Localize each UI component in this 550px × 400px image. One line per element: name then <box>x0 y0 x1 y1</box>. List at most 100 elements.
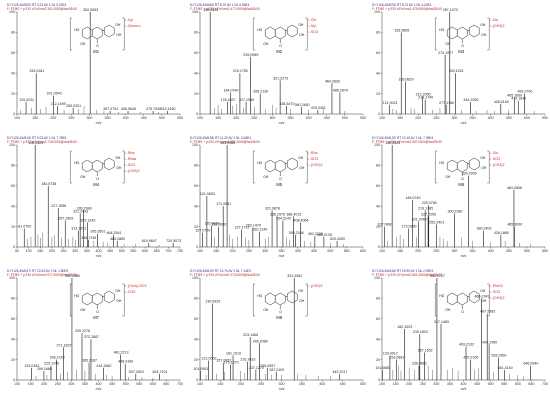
scan-header-filter: F: FTMS + p ESI d Full ms2 715.0000@hcd3… <box>7 140 77 144</box>
peak-label: 156.0690 <box>211 223 226 227</box>
x-tick-label: 100 <box>14 116 20 120</box>
ring-c <box>456 292 468 306</box>
ring-b <box>468 157 480 171</box>
peak-label: 498.3160 <box>118 360 133 364</box>
x-tick-label: 100 <box>197 249 203 253</box>
peak-label: 153.0181 <box>24 364 39 368</box>
x-tick-label: 500 <box>524 249 530 253</box>
structure-bracket-left <box>252 17 256 51</box>
structure-atom: O <box>279 310 282 314</box>
x-tick-label: 400 <box>488 116 494 120</box>
peak-label: 528.2960 <box>491 354 506 358</box>
peak-label: 386.4015 <box>286 212 301 216</box>
structure-atom: HO <box>439 28 444 32</box>
y-tick-label: 100 <box>374 10 380 14</box>
peak-label: 81.0700 <box>18 225 31 229</box>
peak-label: 418.1560 <box>96 364 111 368</box>
ring-bond <box>285 29 288 32</box>
ring-bond <box>467 162 470 165</box>
y-tick-label: 40 <box>194 337 198 341</box>
peak-label: 227.1596 <box>51 204 66 208</box>
peak-label: 223.1468 <box>243 333 258 337</box>
structure-atom: O <box>96 177 99 181</box>
structure-atom: HO <box>74 294 79 298</box>
substituent-label: -(CH3)2 <box>127 169 140 173</box>
spectrum-panel: D:\Y126-4\M046\ RT 8.70 AV 1 NL 6.95E4 F:… <box>187 2 368 134</box>
structure-atom: OH <box>116 33 122 37</box>
structure-bracket-right <box>122 283 125 317</box>
substituent-label: -Rhas <box>127 157 137 161</box>
scan-header: D:\Y126-4\M138\ RT 11.20 AV 1 NL 3.45E4 F… <box>190 136 368 144</box>
scan-header: D:\Y126-4\M046\ RT 8.70 AV 1 NL 6.95E4 F:… <box>190 3 368 11</box>
x-tick-label: 550 <box>177 116 183 120</box>
x-tick-label: 150 <box>397 249 403 253</box>
peak-label: 317.1469 <box>434 320 449 324</box>
scan-header-file: D:\Y126-4\M076\ RT 8.72 AV 1 NL 4.22E4 <box>372 3 432 7</box>
peak-label: 372.2687 <box>84 335 99 339</box>
peak-label: 246.2089 <box>253 339 268 343</box>
y-tick-label: 40 <box>11 71 15 75</box>
peak-label: 480.0130 <box>317 233 332 237</box>
ring-c <box>456 159 468 173</box>
ring-a <box>446 159 458 173</box>
x-tick-label: 250 <box>61 249 67 253</box>
peak-label: 380.2480 <box>295 103 310 107</box>
scan-header-filter: F: FTMS + p ESI d Full ms2 677.0000@hcd3… <box>7 273 77 277</box>
compound-label: M6 <box>458 182 464 187</box>
y-tick-label: 60 <box>11 184 15 188</box>
structure-atom: HO <box>257 28 262 32</box>
peak-label: 201.2040 <box>412 218 427 222</box>
substituent-label: -Glc <box>310 18 317 22</box>
x-tick-label: 50 <box>15 249 19 253</box>
structure-atom: HO <box>257 161 262 165</box>
peak-label: 101.0680 <box>375 366 390 370</box>
ring-c <box>274 26 286 40</box>
structure-bracket-right <box>487 150 490 184</box>
x-tick-label: 350 <box>470 116 476 120</box>
peak-label: 176.1037 <box>221 98 236 102</box>
x-tick-label: 500 <box>327 249 333 253</box>
x-tick-label: 300 <box>451 249 457 253</box>
x-tick-label: 350 <box>299 382 305 386</box>
peak-label: 262.1470 <box>246 224 261 228</box>
peak-label: 181.1010 <box>226 352 241 356</box>
peak-label: 331.2081 <box>287 274 302 278</box>
structure-diagram: HO OH O OH OH <box>434 150 490 184</box>
x-tick-label: 150 <box>397 116 403 120</box>
peak-label: 255.0301 <box>66 104 81 108</box>
peak-label: 219.1765 <box>418 206 433 210</box>
scan-header-file: D:\Y126-4\M138\ RT 11.20 AV 1 NL 3.45E4 <box>190 136 251 140</box>
peak-label: 227.1940 <box>239 98 254 102</box>
x-tick-label: 150 <box>393 382 399 386</box>
peak-label: 257.1652 <box>418 348 433 352</box>
structure-bracket-left <box>69 17 73 51</box>
peak-label: 287.0100 <box>269 368 284 372</box>
compound-label: M7 <box>93 315 99 320</box>
y-tick-label: 100 <box>192 276 198 280</box>
structure-atom: OH <box>481 166 487 170</box>
x-tick-label: 350 <box>82 382 88 386</box>
y-tick-label: 80 <box>376 297 380 301</box>
peak-label: 409.2132 <box>459 342 474 346</box>
spectrum-plot: 100 150 200 250 300 350 400 450 500 550 0 20 40 60 80 1… <box>192 8 366 125</box>
structure-diagram: HO OH O OH OH <box>434 17 490 51</box>
y-tick-label: 0 <box>378 245 380 249</box>
x-tick-label: 150 <box>37 249 43 253</box>
scan-header: D:\Y126-4\M076\ RT 8.72 AV 1 NL 4.22E4 F:… <box>372 3 550 11</box>
x-tick-label: 250 <box>433 249 439 253</box>
ring-c <box>456 26 468 40</box>
peak-label: 175.1270 <box>224 361 239 365</box>
peak-label: 239.0989 <box>243 53 258 57</box>
peak-label: 313.1291 <box>71 227 86 231</box>
peak-label: 475.7940 <box>146 107 161 111</box>
peak-label: 356.1749 <box>81 236 96 240</box>
peak-label: 287.1070 <box>443 8 458 12</box>
structure-atom: OH <box>115 23 121 27</box>
ring-bond <box>102 295 105 298</box>
y-tick-label: 20 <box>376 225 380 229</box>
structure-diagram: HO OH O OH OH <box>434 283 490 317</box>
structure-bracket-left <box>69 150 73 184</box>
peak-label: 265.0057 <box>260 364 275 368</box>
structure-atom: HO <box>439 294 444 298</box>
y-tick-label: 60 <box>194 317 198 321</box>
